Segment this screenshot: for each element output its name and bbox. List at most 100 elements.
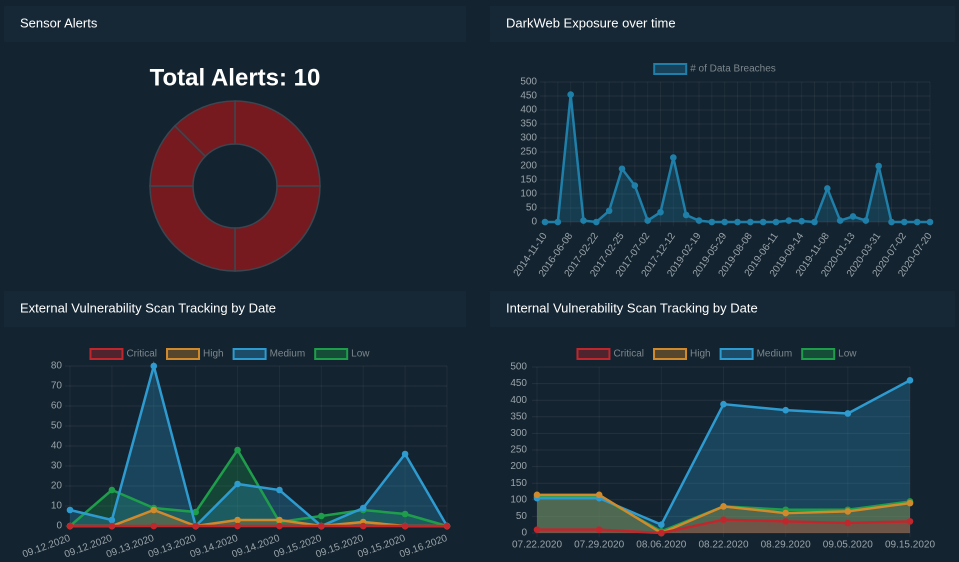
legend-swatch	[166, 348, 201, 360]
y-tick-label: 100	[520, 189, 537, 200]
legend-swatch	[653, 63, 688, 75]
legend-swatch	[89, 348, 124, 360]
panel-title: External Vulnerability Scan Tracking by …	[20, 300, 276, 315]
data-point	[644, 217, 651, 224]
doughnut-segment	[149, 185, 236, 272]
data-point	[901, 218, 908, 226]
doughnut-segment	[234, 185, 321, 272]
data-point	[108, 522, 116, 530]
doughnut-segment	[173, 100, 236, 158]
data-point	[906, 499, 914, 507]
data-point	[595, 491, 603, 499]
y-tick-label: 100	[510, 494, 527, 505]
y-tick-label: 0	[531, 217, 537, 228]
data-point	[276, 486, 283, 494]
data-point	[734, 218, 741, 226]
y-tick-label: 70	[51, 381, 63, 392]
y-tick-label: 50	[516, 511, 528, 522]
y-tick-label: 150	[520, 175, 537, 186]
y-tick-label: 450	[520, 91, 537, 102]
data-point	[359, 522, 367, 530]
x-tick-label: 08.06.2020	[636, 540, 686, 551]
y-tick-label: 300	[520, 133, 537, 144]
legend-swatch	[232, 348, 267, 360]
data-point	[658, 529, 665, 537]
data-point	[108, 516, 116, 524]
data-point	[682, 211, 690, 219]
legend-swatch	[801, 348, 836, 360]
data-point	[234, 516, 241, 524]
data-point	[658, 521, 665, 529]
data-point	[906, 376, 914, 384]
x-tick-label: 07.29.2020	[574, 540, 624, 551]
y-tick-label: 500	[510, 362, 527, 373]
panel-header	[490, 291, 955, 327]
data-point	[276, 522, 283, 530]
series-area	[70, 366, 447, 526]
data-point	[401, 510, 409, 518]
data-point	[747, 218, 754, 226]
y-tick-label: 450	[510, 378, 527, 389]
data-point	[567, 91, 574, 98]
data-point	[234, 446, 241, 454]
y-tick-label: 50	[51, 421, 63, 432]
panel-title: Sensor Alerts	[20, 15, 98, 30]
data-point	[618, 165, 626, 173]
series-area	[537, 496, 910, 533]
series-area	[537, 380, 910, 533]
legend-label: Critical	[613, 349, 644, 360]
data-point	[844, 519, 852, 527]
data-point	[150, 522, 158, 530]
x-tick-label: 09.15.2020	[885, 540, 935, 551]
data-point	[605, 207, 613, 215]
y-tick-label: 350	[520, 119, 537, 130]
data-point	[844, 410, 852, 417]
data-point	[150, 506, 158, 514]
legend-label: Medium	[270, 349, 306, 360]
panel-header	[4, 6, 466, 42]
y-tick-label: 500	[520, 77, 537, 88]
legend-label: # of Data Breaches	[690, 64, 776, 75]
legend-swatch	[576, 348, 611, 360]
legend-label: Low	[351, 349, 370, 360]
legend-swatch	[719, 348, 754, 360]
data-point	[533, 526, 541, 533]
data-point	[401, 522, 409, 530]
data-point	[657, 208, 664, 216]
y-tick-label: 20	[51, 481, 63, 492]
y-tick-label: 200	[520, 161, 537, 172]
y-tick-label: 250	[520, 147, 537, 158]
x-tick-label: 09.05.2020	[823, 540, 873, 551]
data-point	[844, 508, 852, 515]
data-point	[234, 480, 241, 488]
data-point	[401, 450, 409, 458]
data-point	[782, 518, 789, 525]
y-tick-label: 40	[51, 441, 63, 452]
series-line	[70, 508, 447, 528]
data-point	[593, 218, 600, 226]
data-point	[798, 217, 805, 225]
x-tick-label: 08.29.2020	[761, 540, 811, 551]
data-point	[785, 217, 793, 224]
legend-label: Low	[838, 349, 857, 360]
legend-label: Medium	[757, 349, 793, 360]
data-point	[862, 217, 870, 224]
data-point	[670, 154, 677, 161]
data-point	[443, 522, 451, 530]
data-point	[66, 522, 74, 530]
y-tick-label: 0	[56, 521, 62, 532]
data-point	[554, 218, 562, 226]
data-point	[913, 218, 921, 226]
legend-swatch	[653, 348, 688, 360]
doughnut-segment	[234, 100, 321, 187]
y-tick-label: 350	[510, 411, 527, 422]
data-point	[906, 518, 914, 525]
data-point	[595, 526, 603, 533]
data-point	[359, 504, 367, 512]
data-point	[318, 522, 325, 530]
data-point	[276, 516, 283, 524]
data-point	[824, 185, 831, 192]
data-point	[708, 218, 716, 226]
data-point	[849, 213, 857, 220]
